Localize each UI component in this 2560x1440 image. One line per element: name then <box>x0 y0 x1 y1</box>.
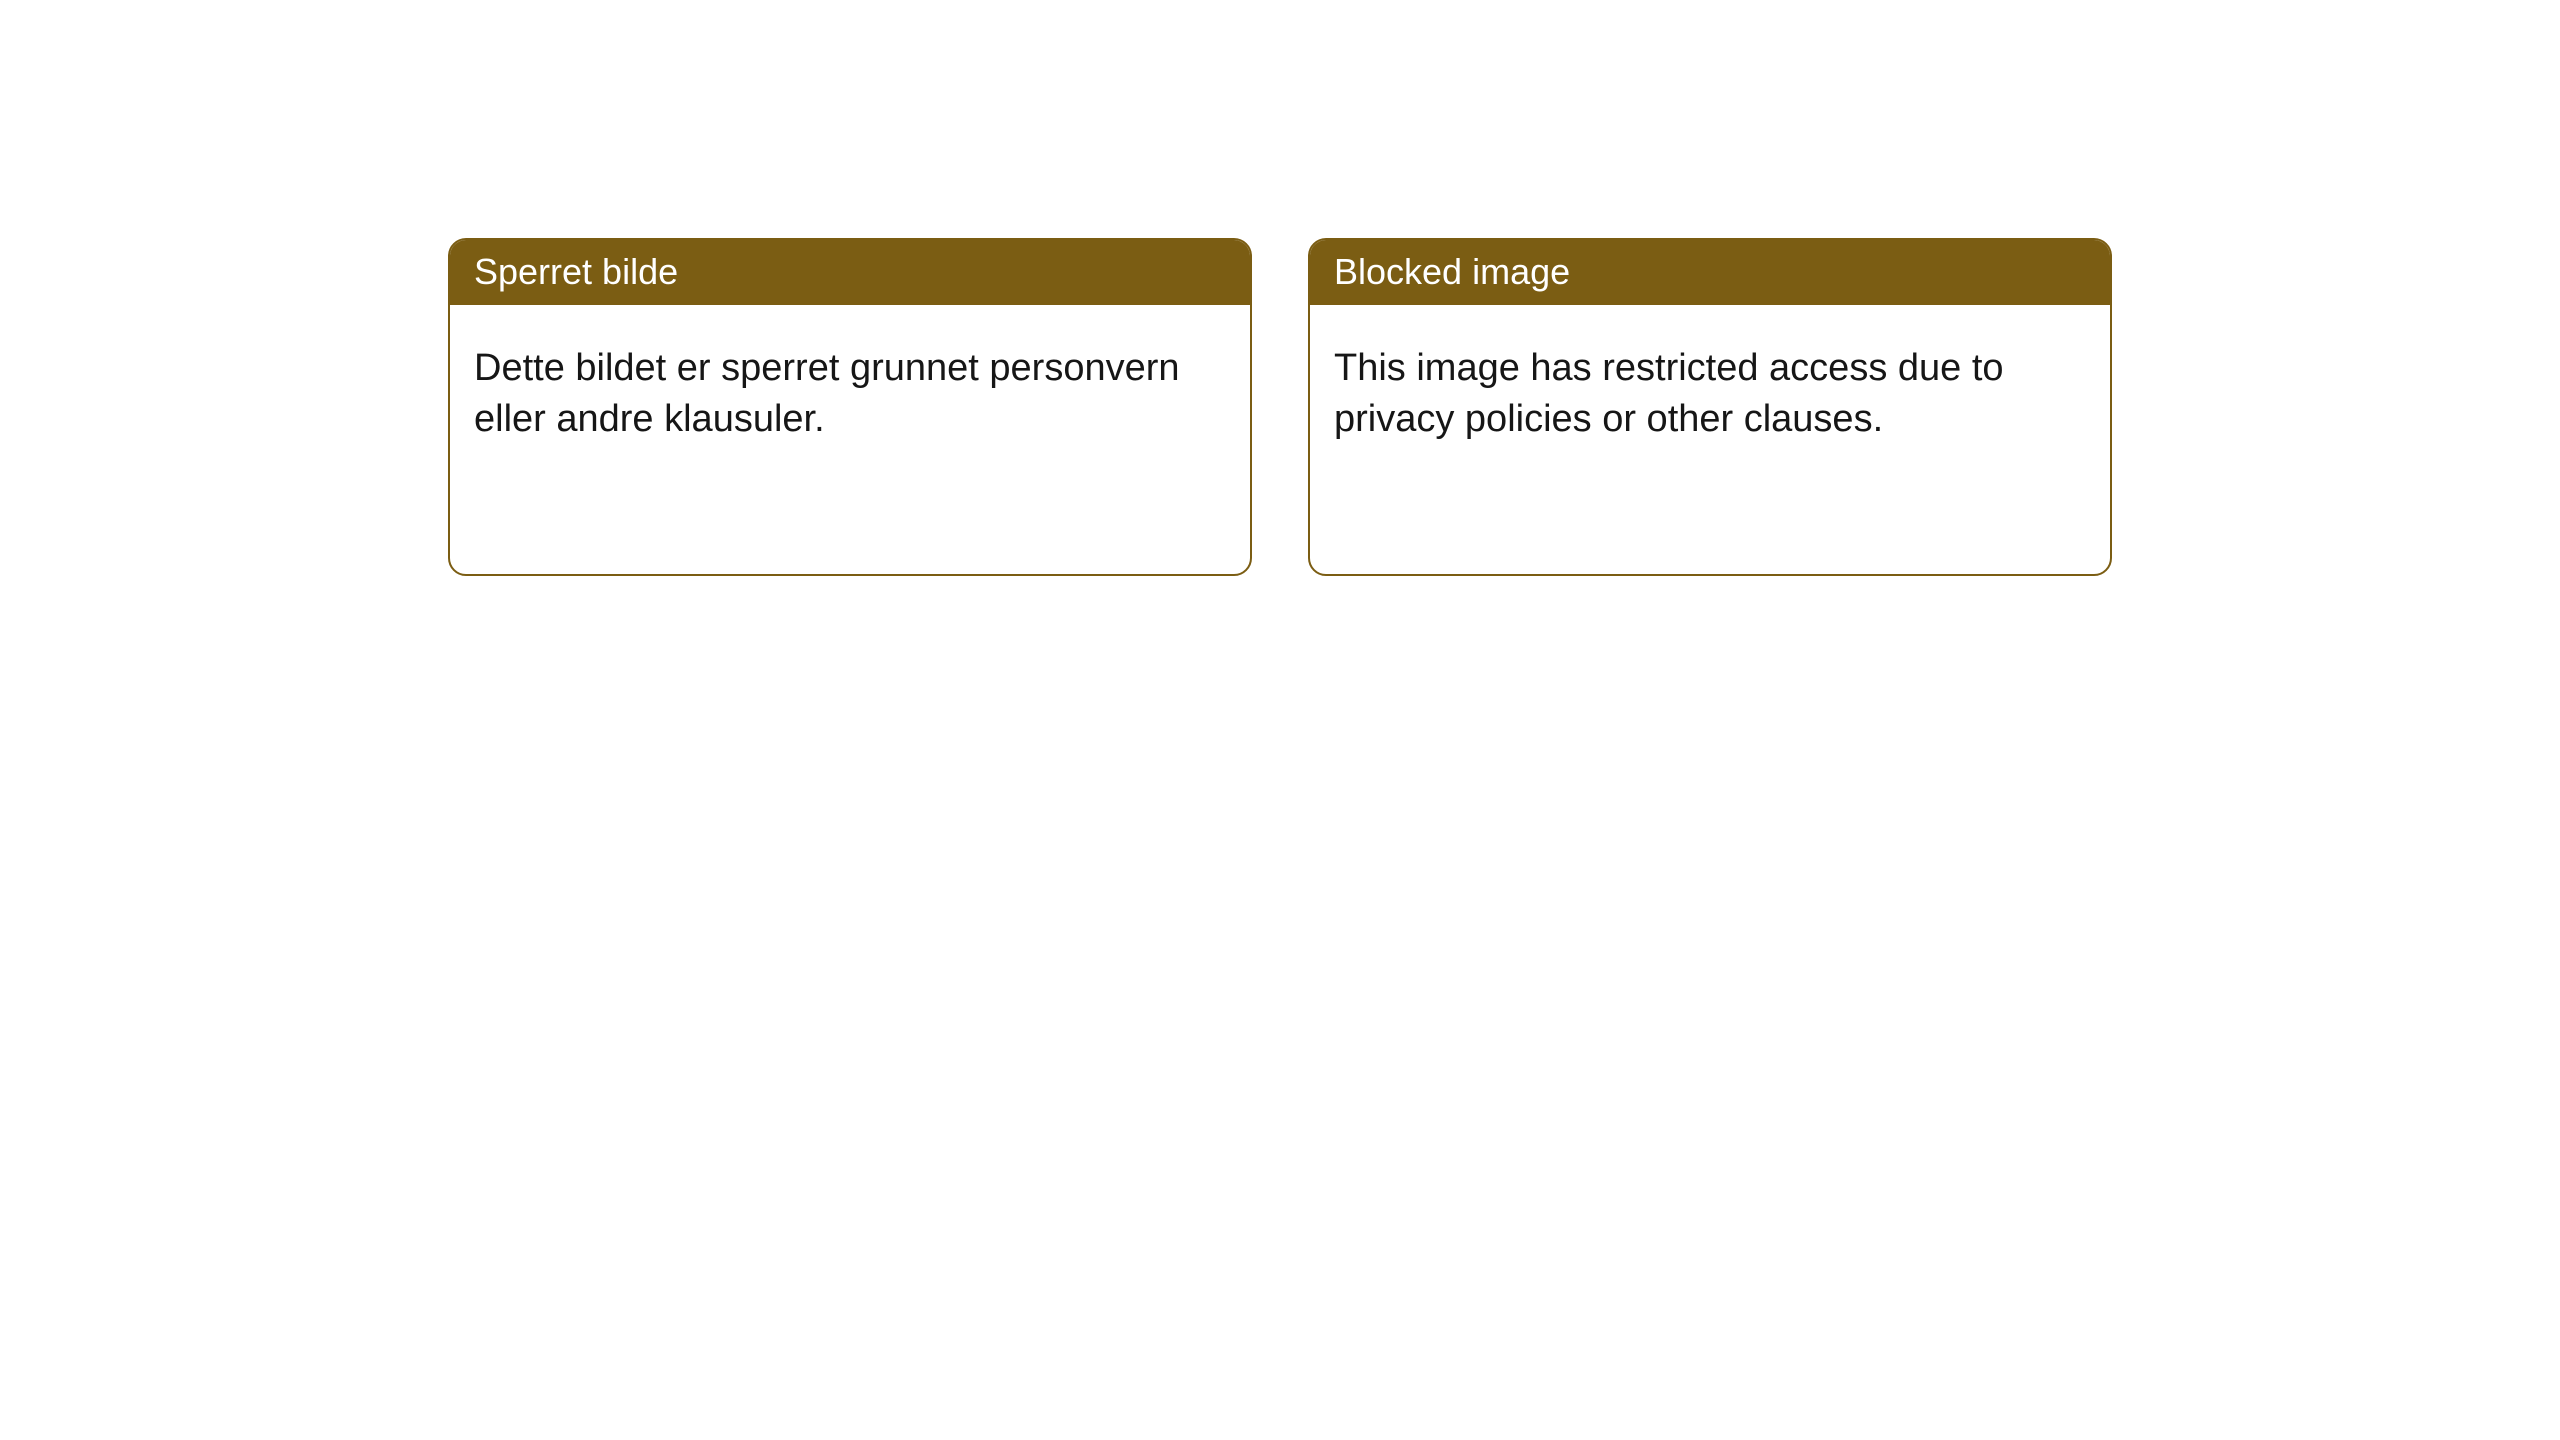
card-body: Dette bildet er sperret grunnet personve… <box>450 305 1250 470</box>
blocked-image-card-en: Blocked image This image has restricted … <box>1308 238 2112 576</box>
blocked-image-card-no: Sperret bilde Dette bildet er sperret gr… <box>448 238 1252 576</box>
card-header: Sperret bilde <box>450 240 1250 305</box>
notice-container: Sperret bilde Dette bildet er sperret gr… <box>0 0 2560 576</box>
card-body: This image has restricted access due to … <box>1310 305 2110 470</box>
card-header: Blocked image <box>1310 240 2110 305</box>
